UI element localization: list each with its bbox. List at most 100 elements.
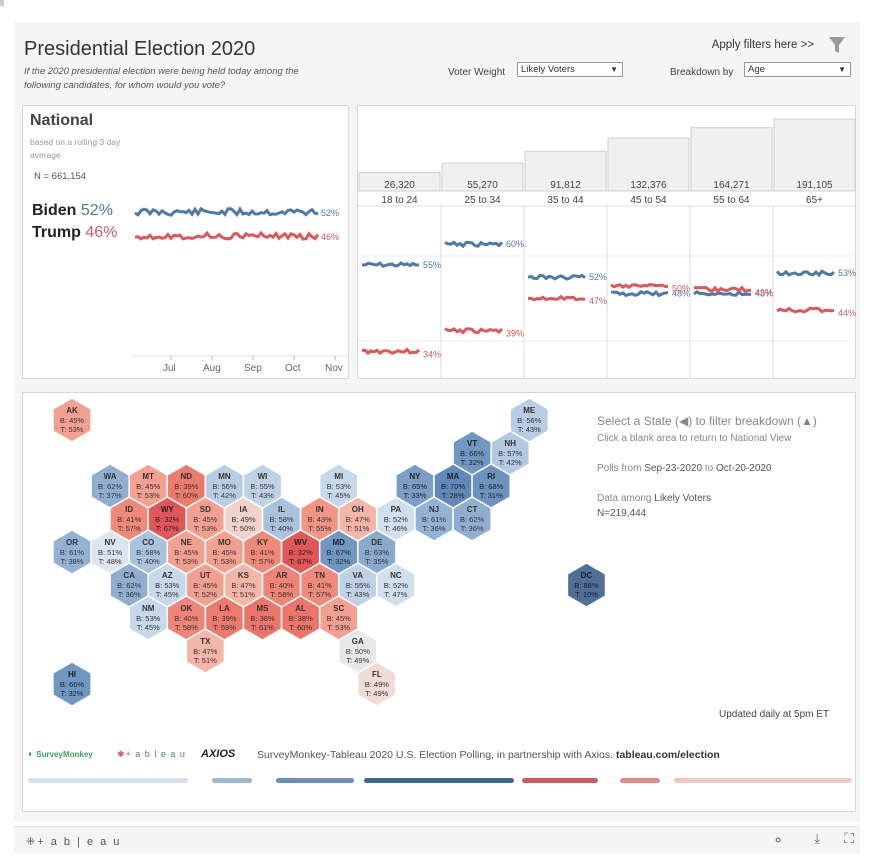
age-group-label: 45 to 54: [630, 195, 667, 206]
state-biden-pct: B: 43%: [308, 515, 333, 524]
trump-name: Trump: [32, 224, 81, 241]
state-trump-pct: T: 45%: [156, 590, 179, 599]
sample-size-label: 191,105: [796, 180, 833, 191]
state-hex-or[interactable]: ORB: 61%T: 38%: [52, 529, 92, 575]
fullscreen-icon[interactable]: ⛶: [844, 830, 854, 846]
data-among-group: Likely Voters: [654, 493, 711, 504]
tableau-footer-logo[interactable]: ⁜+ a b | e a u: [26, 836, 122, 848]
sample-size-bar: [441, 162, 524, 192]
breakdown-select[interactable]: Age ▼: [744, 62, 851, 77]
biden-group-line: [775, 269, 835, 278]
biden-group-line: [693, 289, 752, 297]
month-label: Oct: [285, 363, 301, 374]
state-biden-pct: B: 67%: [327, 548, 352, 557]
election-link[interactable]: tableau.com/election: [615, 749, 720, 761]
state-hex-nm[interactable]: NMB: 53%T: 45%: [128, 595, 169, 641]
biden-group-line: [610, 289, 669, 298]
state-trump-pct: T: 31%: [480, 491, 503, 500]
legend-segment: [276, 778, 354, 783]
state-trump-pct: T: 36%: [461, 524, 484, 533]
voter-weight-select[interactable]: Likely Voters ▼: [517, 62, 623, 77]
state-trump-pct: T: 32%: [61, 689, 84, 698]
state-hex-nj[interactable]: NJB: 61%T: 36%: [414, 496, 454, 542]
state-abbrev: HI: [68, 670, 76, 679]
sample-size-label: 55,270: [467, 180, 498, 191]
state-biden-pct: B: 49%: [231, 515, 256, 524]
state-trump-pct: T: 47%: [384, 590, 407, 599]
polls-to-label: to: [704, 463, 714, 474]
state-abbrev: FL: [372, 670, 382, 679]
voter-weight-value: Likely Voters: [521, 64, 575, 75]
state-biden-pct: B: 58%: [269, 515, 294, 524]
blank-area-hint: Click a blank area to return to National…: [597, 433, 792, 444]
state-hex-va[interactable]: VAB: 55%T: 43%: [337, 562, 378, 608]
state-abbrev: AZ: [162, 571, 173, 580]
state-abbrev: NY: [409, 472, 421, 481]
state-biden-pct: B: 88%: [574, 581, 599, 590]
state-abbrev: WA: [104, 472, 117, 481]
state-hex-in[interactable]: INB: 43%T: 55%: [299, 496, 340, 542]
share-icon[interactable]: ⚬: [772, 832, 784, 848]
state-trump-pct: T: 45%: [137, 623, 160, 632]
state-hex-ct[interactable]: CTB: 62%T: 36%: [452, 496, 492, 542]
age-group-label: 18 to 24: [381, 195, 418, 206]
state-abbrev: WV: [294, 538, 308, 547]
state-abbrev: IN: [316, 505, 324, 514]
state-biden-pct: B: 45%: [212, 548, 237, 557]
state-hex-fl[interactable]: FLB: 49%T: 49%: [357, 661, 397, 707]
axios-logo[interactable]: AXIOS: [201, 748, 236, 760]
state-trump-pct: T: 57%: [308, 590, 331, 599]
state-abbrev: NV: [105, 538, 117, 547]
download-icon[interactable]: ⤓: [814, 831, 820, 846]
state-trump-pct: T: 45%: [327, 491, 350, 500]
national-title: National: [30, 112, 94, 129]
state-trump-pct: T: 43%: [251, 491, 274, 500]
state-hex-map[interactable]: AKB: 45%T: 53%MEB: 56%T: 43%VTB: 66%T: 3…: [23, 393, 857, 743]
state-abbrev: GA: [352, 637, 364, 646]
state-hex-hi[interactable]: HIB: 66%T: 32%: [52, 661, 92, 707]
tableau-toolbar: ⁜+ a b | e a u ⚬ ⤓ ⛶: [14, 826, 860, 854]
sample-size-label: 164,271: [713, 180, 750, 191]
state-trump-pct: T: 48%: [99, 557, 122, 566]
biden-summary: Biden 52%: [32, 202, 113, 220]
sample-size-label: 91,812: [550, 180, 581, 191]
state-hex-dc[interactable]: DCB: 88%T: 10%: [566, 562, 607, 608]
polls-end-date: Oct-20-2020: [715, 463, 772, 474]
national-note: based on a rolling 3 day average: [30, 137, 121, 160]
filter-funnel-icon[interactable]: [828, 35, 846, 55]
map-panel[interactable]: AK B: 45% T: 53% ME B: 56% T: 43% VT B: 66% T: 3…: [22, 392, 856, 812]
state-hex-nc[interactable]: NCB: 52%T: 47%: [376, 562, 416, 608]
state-hex-mn[interactable]: MNB: 56%T: 42%: [204, 463, 245, 509]
breakdown-panel[interactable]: 26,320 18 to 24 55% 34% 55,270 25 to 34 60% 39%…: [357, 105, 857, 379]
surveymonkey-logo[interactable]: ◐ SurveyMonkey: [28, 749, 93, 760]
national-panel[interactable]: National based on a rolling 3 day averag…: [22, 105, 349, 379]
age-group-label: 65+: [806, 195, 823, 206]
tableau-logo[interactable]: ✱+ a b l e a u: [117, 749, 186, 759]
state-abbrev: AL: [295, 604, 306, 613]
state-abbrev: ND: [181, 472, 193, 481]
state-trump-pct: T: 53%: [137, 491, 160, 500]
state-abbrev: IL: [278, 505, 285, 514]
trump-group-label: 49%: [755, 288, 773, 298]
state-hex-ak[interactable]: AKB: 45%T: 53%: [52, 397, 92, 443]
state-biden-pct: B: 50%: [346, 647, 371, 656]
state-trump-pct: T: 57%: [251, 557, 274, 566]
biden-group-label: 55%: [423, 260, 441, 270]
apply-filters-label: Apply filters here >>: [711, 39, 814, 51]
state-biden-pct: B: 45%: [327, 614, 352, 623]
chevron-down-icon: ▼: [610, 65, 618, 74]
state-hex-wa[interactable]: WAB: 62%T: 37%: [90, 463, 130, 509]
state-abbrev: MS: [257, 604, 270, 613]
state-biden-pct: B: 41%: [308, 581, 333, 590]
state-abbrev: MI: [334, 472, 343, 481]
state-abbrev: LA: [219, 604, 230, 613]
state-abbrev: MT: [142, 472, 154, 481]
trump-end-label: 46%: [321, 232, 339, 242]
state-hex-sd[interactable]: SDB: 45%T: 53%: [185, 496, 226, 542]
state-trump-pct: T: 51%: [232, 590, 255, 599]
state-trump-pct: T: 42%: [499, 458, 522, 467]
state-abbrev: PA: [391, 505, 402, 514]
state-abbrev: DE: [371, 538, 383, 547]
state-hex-tx[interactable]: TXB: 47%T: 51%: [185, 628, 226, 674]
breakdown-chart: 26,320 18 to 24 55% 34% 55,270 25 to 34 60% 39%…: [358, 118, 857, 378]
